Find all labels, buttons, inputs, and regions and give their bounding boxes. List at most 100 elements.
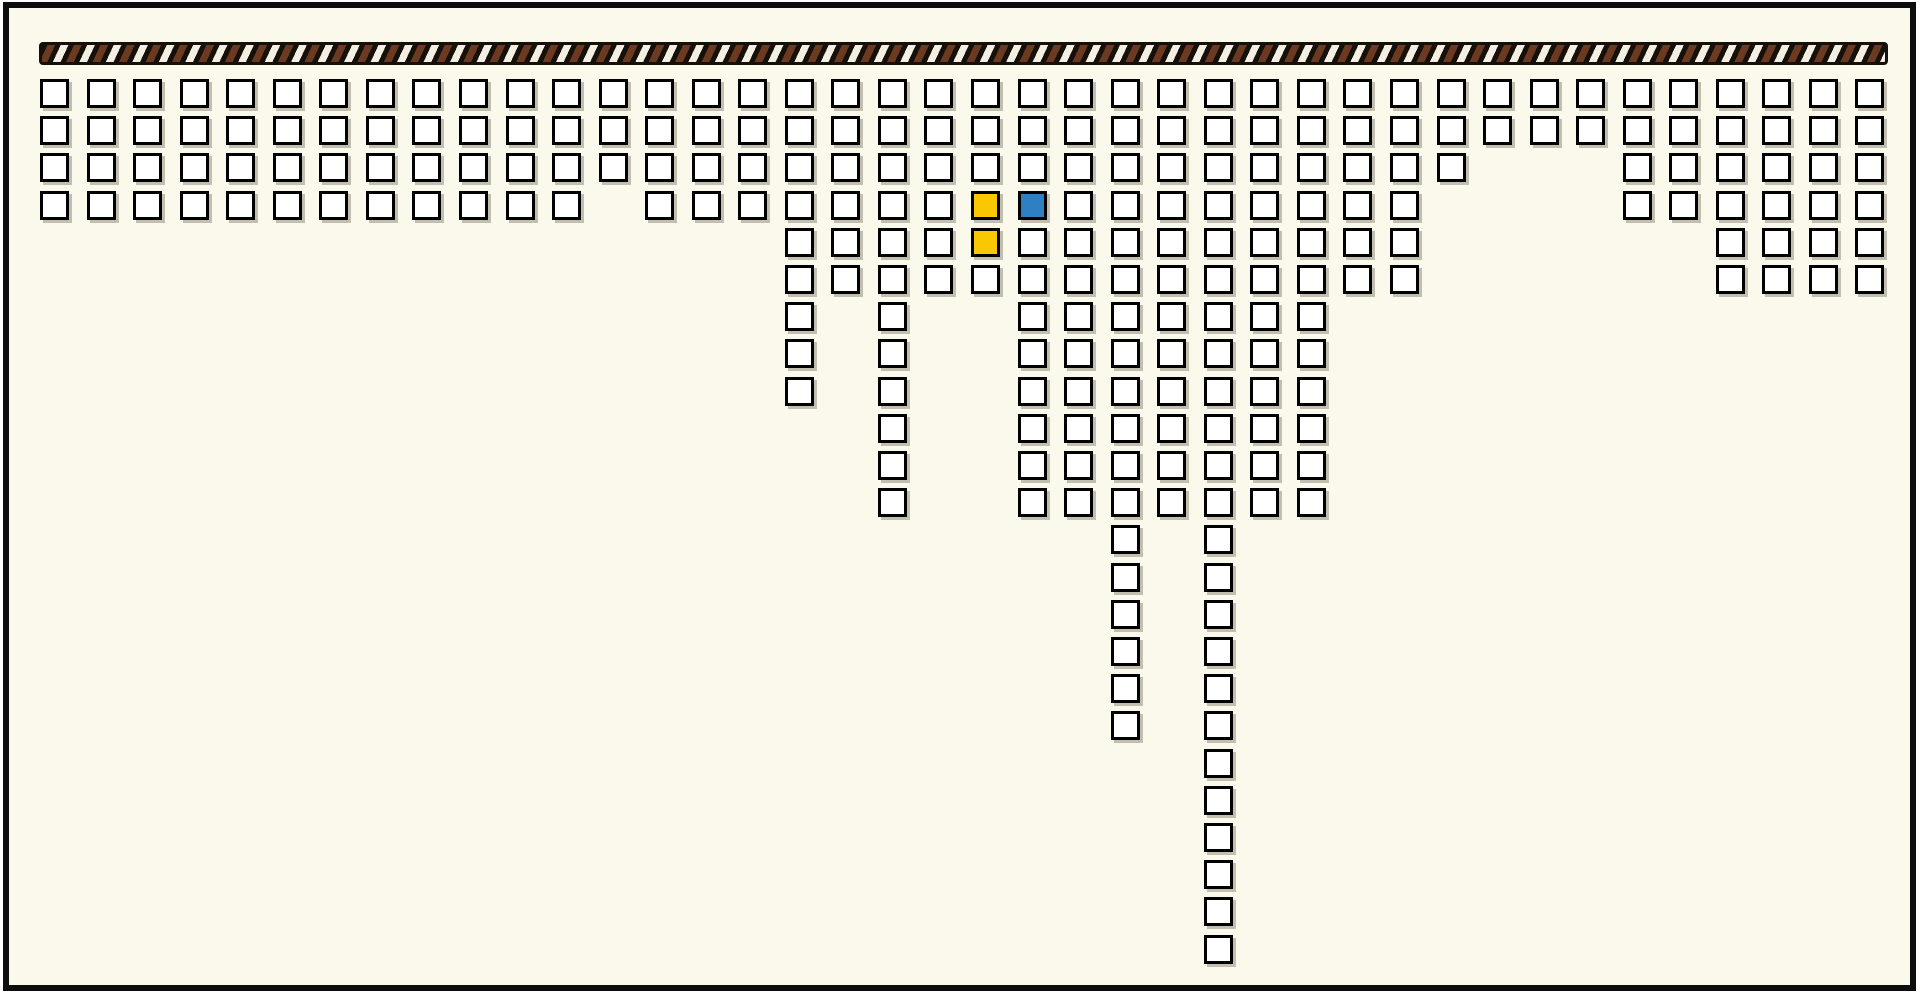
tile[interactable] — [878, 488, 907, 517]
tile[interactable] — [785, 116, 814, 145]
tile[interactable] — [1297, 265, 1326, 294]
tile[interactable] — [738, 191, 767, 220]
tile[interactable] — [878, 228, 907, 257]
tile[interactable] — [785, 377, 814, 406]
tile[interactable] — [226, 153, 255, 182]
tile[interactable] — [1762, 228, 1791, 257]
tile[interactable] — [1716, 191, 1745, 220]
tile[interactable] — [1111, 153, 1140, 182]
tile[interactable] — [785, 228, 814, 257]
tile[interactable] — [1204, 525, 1233, 554]
tile[interactable] — [273, 153, 302, 182]
tile[interactable] — [1297, 339, 1326, 368]
tile[interactable] — [1157, 116, 1186, 145]
tile[interactable] — [878, 451, 907, 480]
tile[interactable] — [599, 116, 628, 145]
tile-blue[interactable] — [1018, 191, 1047, 220]
tile[interactable] — [273, 79, 302, 108]
tile[interactable] — [692, 79, 721, 108]
tile[interactable] — [1157, 302, 1186, 331]
tile[interactable] — [506, 79, 535, 108]
tile[interactable] — [1297, 153, 1326, 182]
tile[interactable] — [1390, 265, 1419, 294]
tile[interactable] — [1250, 377, 1279, 406]
tile[interactable] — [1157, 265, 1186, 294]
tile[interactable] — [180, 79, 209, 108]
tile[interactable] — [831, 191, 860, 220]
tile[interactable] — [1204, 153, 1233, 182]
tile[interactable] — [692, 153, 721, 182]
tile[interactable] — [1111, 116, 1140, 145]
tile[interactable] — [1809, 228, 1838, 257]
tile[interactable] — [1064, 451, 1093, 480]
tile[interactable] — [1064, 302, 1093, 331]
tile[interactable] — [1437, 79, 1466, 108]
tile[interactable] — [878, 116, 907, 145]
tile[interactable] — [1669, 79, 1698, 108]
tile[interactable] — [1064, 265, 1093, 294]
tile[interactable] — [878, 377, 907, 406]
tile[interactable] — [1111, 228, 1140, 257]
tile[interactable] — [878, 191, 907, 220]
tile[interactable] — [1064, 79, 1093, 108]
tile[interactable] — [599, 153, 628, 182]
tile[interactable] — [878, 153, 907, 182]
tile[interactable] — [1204, 228, 1233, 257]
tile[interactable] — [1250, 228, 1279, 257]
tile[interactable] — [1018, 153, 1047, 182]
tile[interactable] — [552, 191, 581, 220]
tile[interactable] — [552, 153, 581, 182]
tile[interactable] — [1111, 488, 1140, 517]
tile[interactable] — [1297, 451, 1326, 480]
tile[interactable] — [1064, 191, 1093, 220]
tile[interactable] — [40, 191, 69, 220]
tile[interactable] — [831, 265, 860, 294]
tile[interactable] — [1483, 116, 1512, 145]
tile[interactable] — [1250, 191, 1279, 220]
tile[interactable] — [1157, 79, 1186, 108]
tile[interactable] — [1111, 377, 1140, 406]
tile[interactable] — [1716, 228, 1745, 257]
tile[interactable] — [1250, 79, 1279, 108]
tile[interactable] — [273, 191, 302, 220]
tile[interactable] — [1111, 637, 1140, 666]
tile[interactable] — [1576, 116, 1605, 145]
tile[interactable] — [1297, 377, 1326, 406]
tile[interactable] — [1855, 191, 1884, 220]
tile[interactable] — [1297, 116, 1326, 145]
tile[interactable] — [785, 153, 814, 182]
tile[interactable] — [1809, 191, 1838, 220]
tile[interactable] — [1157, 191, 1186, 220]
tile[interactable] — [831, 79, 860, 108]
tile[interactable] — [40, 79, 69, 108]
tile[interactable] — [1437, 116, 1466, 145]
tile[interactable] — [1204, 563, 1233, 592]
tile[interactable] — [645, 79, 674, 108]
tile[interactable] — [1204, 897, 1233, 926]
tile[interactable] — [226, 79, 255, 108]
tile[interactable] — [1204, 711, 1233, 740]
tile[interactable] — [1157, 488, 1186, 517]
tile[interactable] — [1855, 153, 1884, 182]
tile[interactable] — [1623, 79, 1652, 108]
tile-yellow[interactable] — [971, 191, 1000, 220]
tile[interactable] — [1018, 377, 1047, 406]
tile[interactable] — [1018, 414, 1047, 443]
tile[interactable] — [273, 116, 302, 145]
tile[interactable] — [1157, 377, 1186, 406]
tile[interactable] — [599, 79, 628, 108]
tile[interactable] — [1018, 79, 1047, 108]
tile[interactable] — [506, 153, 535, 182]
tile[interactable] — [226, 191, 255, 220]
tile[interactable] — [1018, 488, 1047, 517]
tile[interactable] — [1111, 451, 1140, 480]
tile[interactable] — [1343, 153, 1372, 182]
tile[interactable] — [1390, 79, 1419, 108]
tile[interactable] — [1809, 153, 1838, 182]
tile[interactable] — [366, 153, 395, 182]
tile[interactable] — [1390, 228, 1419, 257]
tile[interactable] — [552, 79, 581, 108]
tile[interactable] — [924, 191, 953, 220]
tile[interactable] — [1669, 191, 1698, 220]
tile[interactable] — [785, 302, 814, 331]
